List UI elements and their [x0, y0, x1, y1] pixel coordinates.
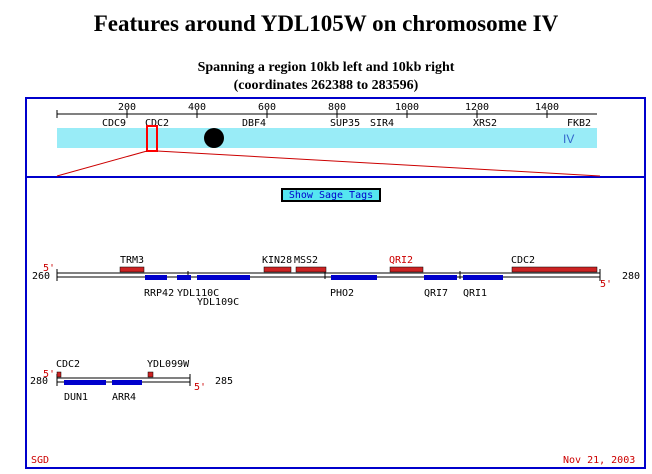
ruler-label: 400	[188, 102, 206, 113]
ruler-label: 1000	[395, 102, 419, 113]
label-qri1[interactable]: QRI1	[463, 288, 487, 299]
feature-cdc2[interactable]	[511, 266, 598, 273]
label-cdc2[interactable]: CDC2	[511, 255, 535, 266]
region-highlight-box	[146, 125, 158, 152]
label-ydl109c[interactable]: YDL109C	[197, 297, 239, 308]
feature-ydl109c[interactable]	[197, 275, 250, 280]
label-arr4[interactable]: ARR4	[112, 392, 136, 403]
overview-gene-dbf4[interactable]: DBF4	[242, 118, 266, 129]
label-trm3[interactable]: TRM3	[120, 255, 144, 266]
feature-ydl110c[interactable]	[177, 275, 191, 280]
label-qri7[interactable]: QRI7	[424, 288, 448, 299]
chromosome-bar[interactable]	[57, 128, 597, 148]
label-pho2[interactable]: PHO2	[330, 288, 354, 299]
label-rrp42[interactable]: RRP42	[144, 288, 174, 299]
overview-gene-fkb2[interactable]: FKB2	[567, 118, 591, 129]
centromere-marker	[204, 128, 224, 148]
show-sage-tags-button[interactable]: Show Sage Tags	[281, 188, 381, 202]
five-prime-label: 5'	[194, 382, 206, 393]
map-frame	[25, 97, 646, 469]
label-dun1[interactable]: DUN1	[64, 392, 88, 403]
ruler-label: 200	[118, 102, 136, 113]
ruler-label: 600	[258, 102, 276, 113]
overview-gene-cdc2[interactable]: CDC2	[145, 118, 169, 129]
feature-arr4[interactable]	[112, 380, 142, 385]
label-qri2[interactable]: QRI2	[389, 255, 413, 266]
overview-gene-xrs2[interactable]: XRS2	[473, 118, 497, 129]
five-prime-label: 5'	[600, 279, 612, 290]
overview-gene-cdc9[interactable]: CDC9	[102, 118, 126, 129]
track1-left-coord: 260	[32, 271, 50, 282]
zoom-line-right	[156, 150, 601, 177]
feature-qri2[interactable]	[389, 266, 424, 273]
footer-sgd-link[interactable]: SGD	[31, 455, 50, 466]
overview-gene-sup35[interactable]: SUP35	[330, 118, 360, 129]
label-ydl099w[interactable]: YDL099W	[147, 359, 190, 370]
ruler-label: 1200	[465, 102, 489, 113]
label-ydl110c[interactable]: YDL110C	[177, 288, 219, 299]
feature-pho2[interactable]	[331, 275, 377, 280]
five-prime-label: 5'	[43, 369, 55, 380]
feature-dun1[interactable]	[64, 380, 106, 385]
feature-trm3[interactable]	[119, 266, 145, 273]
feature-mss2[interactable]	[295, 266, 327, 273]
feature-cdc2-track2[interactable]	[56, 371, 62, 378]
footer-date: Nov 21, 2003	[563, 455, 636, 466]
feature-ydl099w[interactable]	[147, 371, 154, 378]
chromosome-label: IV	[563, 132, 574, 146]
five-prime-label: 5'	[43, 263, 55, 274]
overview-gene-sir4[interactable]: SIR4	[370, 118, 394, 129]
panel-separator	[25, 176, 646, 178]
page-title: Features around YDL105W on chromosome IV	[93, 11, 559, 36]
page-subtitle-1: Spanning a region 10kb left and 10kb rig…	[197, 60, 455, 75]
page-subtitle-2: (coordinates 262388 to 283596)	[233, 78, 419, 93]
track1-right-coord: 280	[622, 271, 640, 282]
label-cdc2-track2[interactable]: CDC2	[56, 359, 80, 370]
feature-rrp42[interactable]	[145, 275, 167, 280]
feature-qri7[interactable]	[424, 275, 457, 280]
feature-kin28[interactable]	[263, 266, 292, 273]
zoom-line-left	[56, 150, 148, 177]
ruler-label: 800	[328, 102, 346, 113]
ruler-label: 1400	[535, 102, 559, 113]
track2-left-coord: 280	[30, 376, 48, 387]
label-kin28[interactable]: KIN28	[262, 255, 292, 266]
label-mss2[interactable]: MSS2	[294, 255, 318, 266]
track2-right-coord: 285	[215, 376, 233, 387]
feature-qri1[interactable]	[463, 275, 503, 280]
